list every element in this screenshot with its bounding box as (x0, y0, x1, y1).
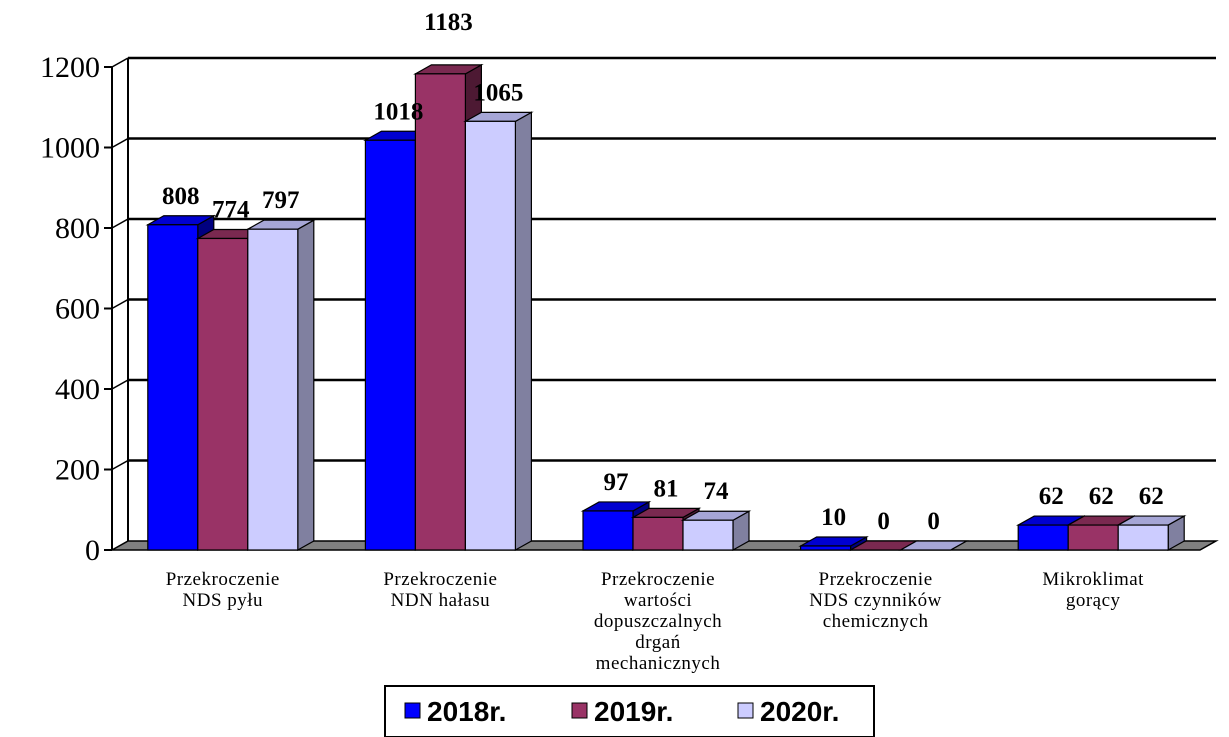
data-label: 797 (262, 187, 300, 214)
bar-top (898, 540, 969, 551)
x-tick-label: Przekroczenie (819, 569, 933, 590)
gridline-diagonal (111, 298, 129, 310)
y-tick-label: 200 (55, 454, 100, 487)
bar (247, 228, 299, 551)
bar (682, 519, 734, 551)
data-label: 74 (704, 478, 730, 505)
data-label: 62 (1139, 483, 1164, 510)
y-tick-label: 1200 (40, 51, 100, 84)
gridline-diagonal (111, 379, 129, 390)
bar (582, 510, 634, 551)
legend-label: 2018r. (427, 696, 506, 727)
data-label: 0 (927, 508, 940, 535)
data-label: 10 (821, 504, 846, 531)
gridline-diagonal (111, 459, 129, 471)
bar (1117, 524, 1169, 551)
bars (145, 63, 1187, 552)
y-tick-label: 400 (55, 373, 100, 406)
data-label: 62 (1089, 483, 1114, 510)
gridline-diagonal (111, 137, 129, 149)
y-tick-label: 600 (55, 293, 100, 326)
legend-swatch (404, 702, 421, 719)
data-label: 97 (604, 469, 629, 496)
x-tick-label: Przekroczenie (601, 569, 715, 590)
x-tick-label: NDN hałasu (391, 590, 490, 611)
x-tick-label: Mikroklimat (1042, 569, 1144, 590)
data-label: 0 (877, 508, 890, 535)
bar (197, 237, 249, 551)
bar (1017, 524, 1069, 551)
y-tick-label: 1000 (40, 132, 100, 165)
gridline-diagonal (111, 57, 129, 68)
x-tick-label: gorący (1066, 590, 1121, 611)
x-tick-label: mechanicznych (596, 653, 721, 674)
bar-side (514, 111, 533, 552)
data-label: 1183 (424, 9, 473, 36)
y-tick-label: 0 (85, 534, 100, 567)
data-label: 808 (162, 183, 200, 210)
x-tick-label: NDS czynników (809, 590, 942, 611)
bar (464, 120, 516, 551)
x-tick-label: drgań (635, 632, 680, 653)
x-tick-label: NDS pyłu (183, 590, 264, 611)
bar (147, 224, 199, 551)
bar (632, 516, 684, 551)
bar-side (297, 219, 315, 552)
legend-label: 2020r. (760, 696, 839, 727)
data-label: 81 (654, 475, 679, 502)
x-tick-label: Przekroczenie (383, 569, 497, 590)
legend-swatch (571, 702, 588, 719)
legend: 2018r. 2019r. 2020r. (384, 685, 875, 737)
bar (799, 545, 852, 551)
data-label: 1065 (473, 79, 523, 106)
legend-box (384, 685, 875, 737)
bar (414, 73, 466, 551)
x-tick-label: wartości (624, 590, 692, 611)
data-label: 62 (1039, 483, 1064, 510)
data-label: 774 (212, 196, 250, 223)
bar (364, 139, 416, 551)
x-tick-label: chemicznych (823, 611, 929, 632)
x-tick-label: dopuszczalnych (594, 611, 722, 632)
legend-swatch (737, 702, 754, 719)
data-label: 1018 (373, 98, 423, 125)
y-tick-label: 800 (55, 212, 100, 245)
gridline-diagonal (111, 218, 129, 229)
data-labels: 808 774 797 1018 1183 1065 97 81 74 10 0 0 62 62 62 (162, 9, 1164, 535)
legend-label: 2019r. (594, 696, 673, 727)
bar (1067, 524, 1119, 551)
x-tick-label: Przekroczenie (166, 569, 280, 590)
